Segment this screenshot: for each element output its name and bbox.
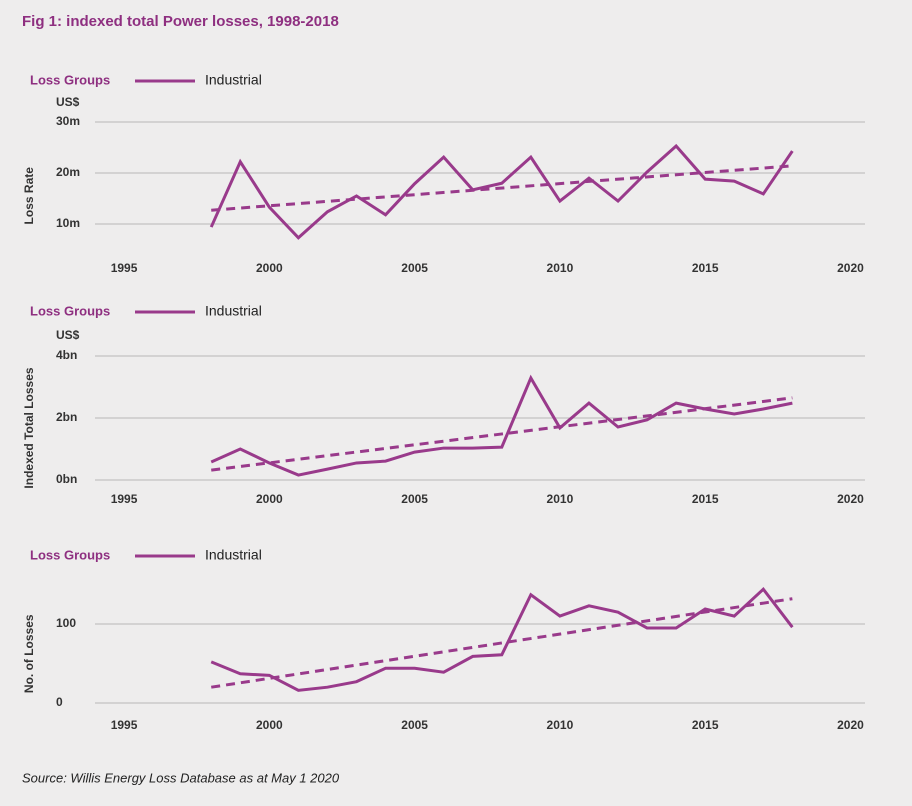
y-axis-label: Indexed Total Losses bbox=[22, 367, 36, 488]
y-tick-label: 20m bbox=[56, 165, 80, 179]
y-tick-label: 4bn bbox=[56, 348, 77, 362]
x-tick-label: 1995 bbox=[111, 718, 138, 732]
x-tick-label: 2010 bbox=[547, 492, 574, 506]
legend-title: Loss Groups bbox=[30, 547, 110, 562]
y-axis-label: Loss Rate bbox=[22, 167, 36, 225]
legend-title: Loss Groups bbox=[30, 303, 110, 318]
x-tick-label: 2020 bbox=[837, 261, 864, 275]
data-line bbox=[210, 587, 794, 692]
x-tick-label: 2020 bbox=[837, 718, 864, 732]
trend-line bbox=[211, 597, 793, 689]
legend-title: Loss Groups bbox=[30, 72, 110, 87]
x-tick-label: 2015 bbox=[692, 261, 719, 275]
x-tick-label: 2015 bbox=[692, 492, 719, 506]
data-line bbox=[210, 374, 793, 477]
x-tick-label: 2000 bbox=[256, 492, 283, 506]
y-tick-label: 100 bbox=[56, 616, 76, 630]
x-tick-label: 1995 bbox=[111, 261, 138, 275]
x-tick-label: 2010 bbox=[547, 261, 574, 275]
y-tick-label: 2bn bbox=[56, 410, 77, 424]
y-unit: US$ bbox=[56, 95, 80, 109]
figure-title: Fig 1: indexed total Power losses, 1998-… bbox=[22, 13, 339, 30]
trend-line bbox=[211, 164, 793, 212]
x-tick-label: 2005 bbox=[401, 261, 428, 275]
source-note: Source: Willis Energy Loss Database as a… bbox=[22, 770, 340, 785]
x-tick-label: 2000 bbox=[256, 261, 283, 275]
x-tick-label: 2005 bbox=[401, 492, 428, 506]
y-tick-label: 30m bbox=[56, 114, 80, 128]
y-unit: US$ bbox=[56, 328, 80, 342]
data-line bbox=[209, 143, 794, 240]
y-tick-label: 10m bbox=[56, 216, 80, 230]
x-tick-label: 2010 bbox=[547, 718, 574, 732]
legend-label: Industrial bbox=[205, 303, 262, 319]
legend-label: Industrial bbox=[205, 72, 262, 88]
trend-line bbox=[211, 396, 793, 472]
x-tick-label: 2020 bbox=[837, 492, 864, 506]
x-tick-label: 2015 bbox=[692, 718, 719, 732]
x-tick-label: 1995 bbox=[111, 492, 138, 506]
legend-label: Industrial bbox=[205, 547, 262, 563]
y-axis-label: No. of Losses bbox=[22, 614, 36, 693]
x-tick-label: 2000 bbox=[256, 718, 283, 732]
x-tick-label: 2005 bbox=[401, 718, 428, 732]
y-tick-label: 0 bbox=[56, 695, 63, 709]
y-tick-label: 0bn bbox=[56, 472, 77, 486]
